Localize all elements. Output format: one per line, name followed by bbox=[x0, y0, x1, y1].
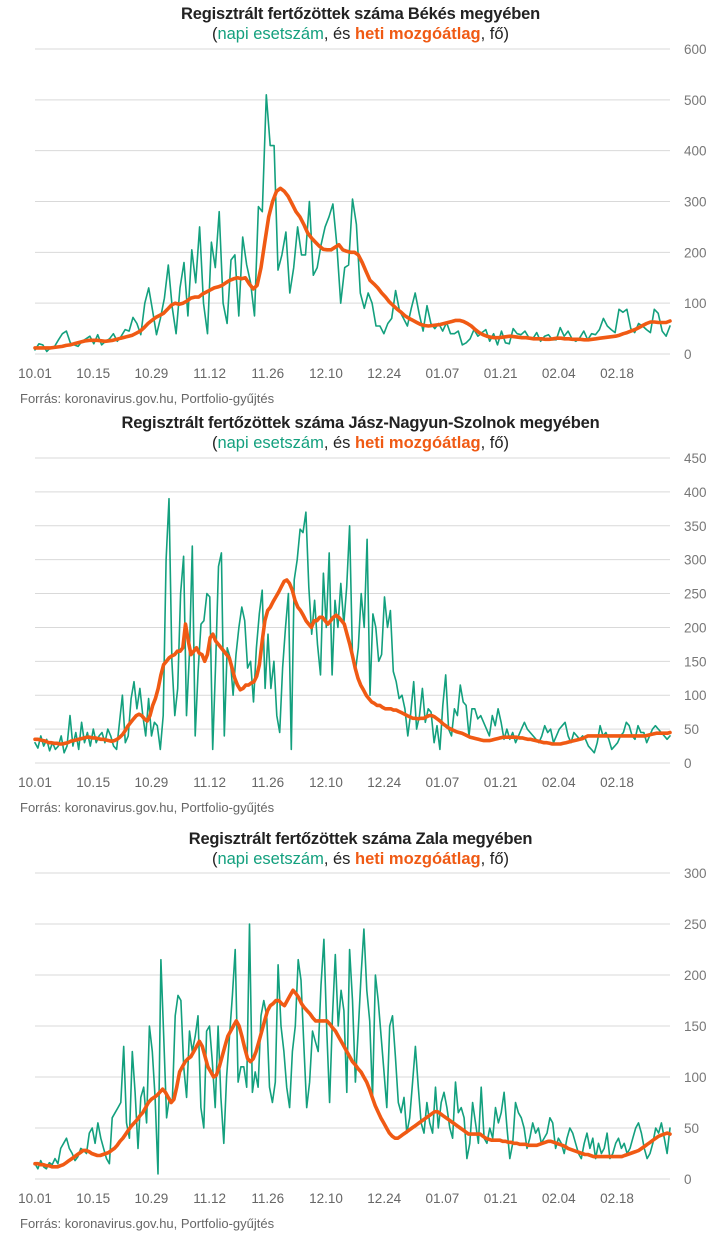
x-tick-label: 02.04 bbox=[542, 1191, 576, 1206]
series-line-napi-esetszam bbox=[34, 923, 671, 1175]
x-tick-label: 10.15 bbox=[76, 1191, 110, 1206]
x-tick-label: 02.04 bbox=[542, 775, 576, 790]
x-tick-label: 02.18 bbox=[600, 366, 634, 381]
chart-header: Regisztrált fertőzöttek száma Békés megy… bbox=[0, 4, 721, 45]
chart-source: Forrás: koronavirus.gov.hu, Portfolio-gy… bbox=[20, 391, 275, 406]
chart-title: Regisztrált fertőzöttek száma Jász-Nagyu… bbox=[121, 414, 600, 432]
x-tick-label: 12.24 bbox=[367, 775, 401, 790]
y-tick-label: 600 bbox=[684, 42, 707, 57]
chart-subtitle: (napi esetszám, és heti mozgóátlag, fő) bbox=[211, 434, 510, 452]
x-tick-label: 12.10 bbox=[309, 366, 343, 381]
x-tick-label: 12.10 bbox=[309, 775, 343, 790]
x-tick-label: 11.26 bbox=[251, 1191, 284, 1206]
chart-title: Regisztrált fertőzöttek száma Békés megy… bbox=[181, 5, 540, 23]
y-tick-label: 300 bbox=[684, 195, 707, 210]
legend-heti-label: heti mozgóátlag bbox=[355, 850, 481, 868]
chart-plot: 0 100 200 300 400 500 600 10.01 10.15 10.29 11.12 1… bbox=[18, 42, 707, 381]
x-tick-label: 10.29 bbox=[135, 775, 169, 790]
y-tick-label: 50 bbox=[684, 722, 699, 737]
x-tick-label: 02.18 bbox=[600, 775, 634, 790]
x-tick-label: 01.21 bbox=[484, 366, 518, 381]
y-tick-label: 100 bbox=[684, 1070, 707, 1085]
y-tick-label: 400 bbox=[684, 144, 707, 159]
x-tick-label: 10.01 bbox=[18, 366, 52, 381]
x-tick-label: 10.01 bbox=[18, 1191, 52, 1206]
y-tick-label: 100 bbox=[684, 296, 707, 311]
x-tick-label: 01.07 bbox=[426, 1191, 460, 1206]
y-tick-label: 250 bbox=[684, 917, 707, 932]
x-tick-label: 01.21 bbox=[484, 775, 518, 790]
y-tick-label: 450 bbox=[684, 451, 707, 466]
x-tick-label: 10.01 bbox=[18, 775, 52, 790]
x-tick-label: 12.24 bbox=[367, 1191, 401, 1206]
x-tick-label: 11.12 bbox=[193, 366, 226, 381]
y-tick-label: 200 bbox=[684, 620, 707, 635]
x-tick-label: 11.12 bbox=[193, 1191, 226, 1206]
legend-heti-label: heti mozgóátlag bbox=[355, 25, 481, 43]
y-tick-label: 500 bbox=[684, 93, 707, 108]
x-tick-label: 10.29 bbox=[135, 366, 169, 381]
y-tick-label: 400 bbox=[684, 485, 707, 500]
chart-header: Regisztrált fertőzöttek száma Jász-Nagyu… bbox=[0, 413, 721, 454]
y-tick-label: 350 bbox=[684, 519, 707, 534]
series-line-heti-mozgoatlag bbox=[33, 578, 672, 746]
chart-header: Regisztrált fertőzöttek száma Zala megyé… bbox=[0, 829, 721, 870]
y-tick-label: 50 bbox=[684, 1121, 699, 1136]
x-tick-label: 11.12 bbox=[193, 775, 226, 790]
x-tick-label: 11.26 bbox=[251, 366, 284, 381]
chart-source: Forrás: koronavirus.gov.hu, Portfolio-gy… bbox=[20, 800, 275, 815]
y-tick-label: 200 bbox=[684, 968, 707, 983]
x-tick-label: 11.26 bbox=[251, 775, 284, 790]
x-tick-label: 01.07 bbox=[426, 366, 460, 381]
x-tick-label: 01.21 bbox=[484, 1191, 518, 1206]
y-tick-label: 0 bbox=[684, 347, 692, 362]
x-tick-label: 10.15 bbox=[76, 775, 110, 790]
legend-napi-label: napi esetszám bbox=[217, 850, 324, 868]
chart-subtitle: (napi esetszám, és heti mozgóátlag, fő) bbox=[211, 850, 510, 868]
y-tick-label: 250 bbox=[684, 587, 707, 602]
x-tick-label: 12.24 bbox=[367, 366, 401, 381]
x-tick-label: 02.04 bbox=[542, 366, 576, 381]
series-line-heti-mozgoatlag bbox=[33, 988, 672, 1169]
y-tick-label: 300 bbox=[684, 866, 707, 881]
legend-heti-label: heti mozgóátlag bbox=[355, 434, 481, 452]
y-tick-label: 200 bbox=[684, 245, 707, 260]
x-tick-label: 01.07 bbox=[426, 775, 460, 790]
y-tick-label: 100 bbox=[684, 688, 707, 703]
chart-title: Regisztrált fertőzöttek száma Zala megyé… bbox=[188, 830, 533, 848]
series-line-napi-esetszam bbox=[34, 94, 671, 353]
chart-plot: 0 50 100 150 200 250 300 350 400 450 10.01 10.15 10.… bbox=[18, 451, 707, 790]
x-tick-label: 02.18 bbox=[600, 1191, 634, 1206]
legend-napi-label: napi esetszám bbox=[217, 25, 324, 43]
y-tick-label: 150 bbox=[684, 654, 707, 669]
y-tick-label: 0 bbox=[684, 1172, 692, 1187]
x-tick-label: 10.29 bbox=[135, 1191, 169, 1206]
chart-source: Forrás: koronavirus.gov.hu, Portfolio-gy… bbox=[20, 1216, 275, 1231]
legend-napi-label: napi esetszám bbox=[217, 434, 324, 452]
chart-subtitle: (napi esetszám, és heti mozgóátlag, fő) bbox=[211, 25, 510, 43]
series-line-heti-mozgoatlag bbox=[33, 186, 672, 350]
y-tick-label: 300 bbox=[684, 553, 707, 568]
y-tick-label: 0 bbox=[684, 756, 692, 771]
y-tick-label: 150 bbox=[684, 1019, 707, 1034]
x-tick-label: 10.15 bbox=[76, 366, 110, 381]
x-tick-label: 12.10 bbox=[309, 1191, 343, 1206]
